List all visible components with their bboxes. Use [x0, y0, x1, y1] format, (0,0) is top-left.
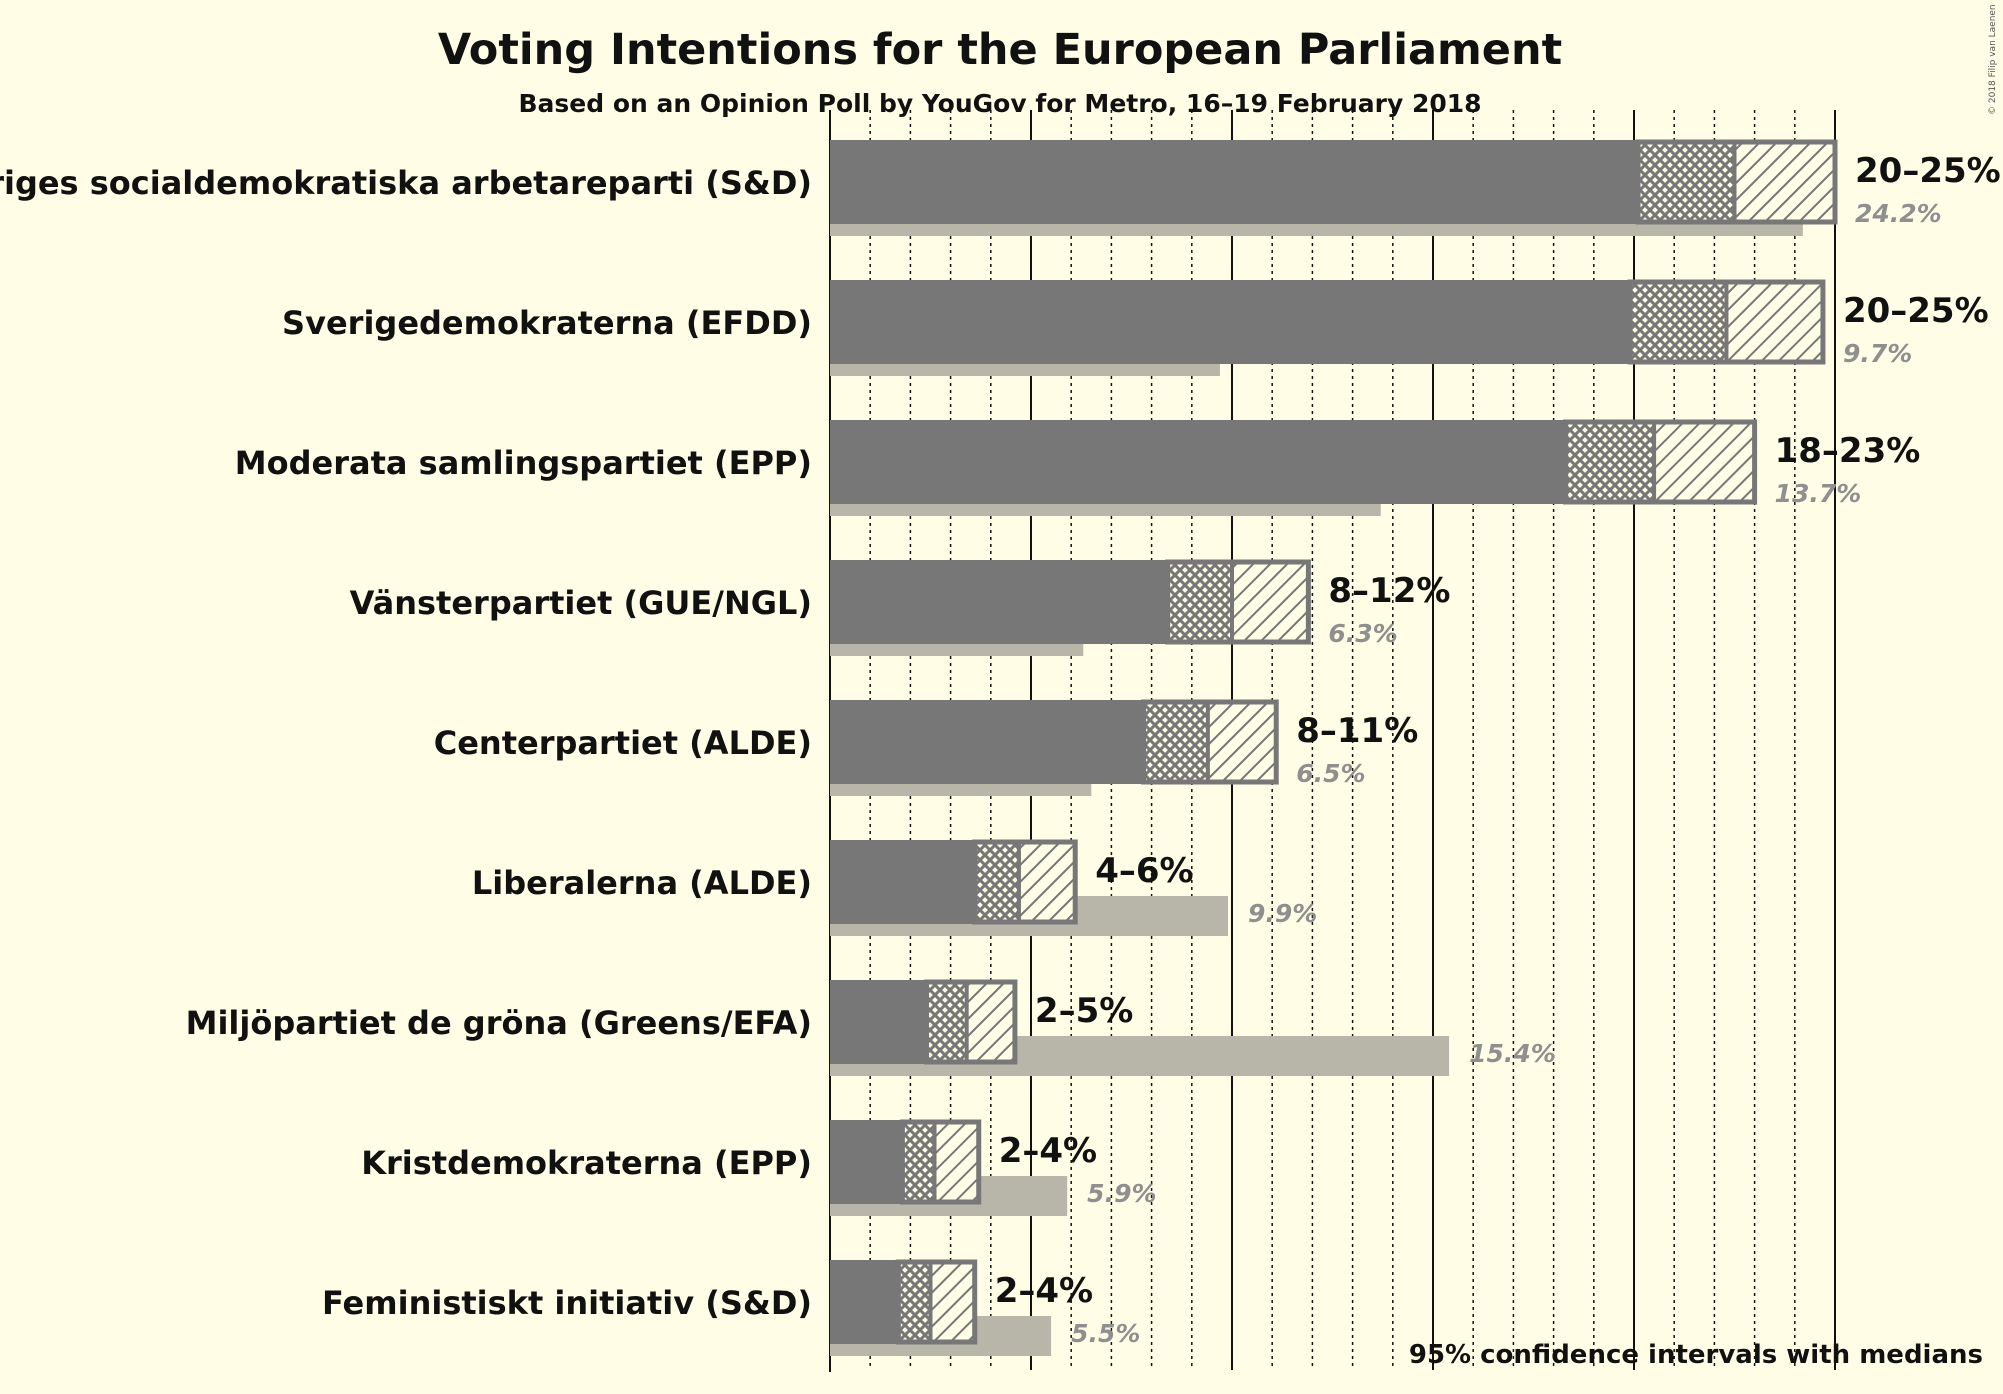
party-row: Sveriges socialdemokratiska arbetarepart…	[0, 139, 2001, 236]
party-row: Feministiskt initiativ (S&D) 2–4% 5.5%	[322, 1259, 1140, 1356]
ci-lower-bar	[830, 700, 1144, 784]
confidence-interval-outline	[1141, 699, 1279, 785]
confidence-interval-outline	[895, 1259, 978, 1345]
ci-lower-bar	[830, 280, 1630, 364]
party-label: Vänsterpartiet (GUE/NGL)	[350, 584, 812, 622]
chart-subtitle: Based on an Opinion Poll by YouGov for M…	[518, 89, 1481, 118]
party-label: Kristdemokraterna (EPP)	[361, 1144, 812, 1182]
confidence-interval-outline	[972, 839, 1078, 925]
previous-result-label: 9.7%	[1843, 339, 1912, 368]
ci-lower-bar	[830, 980, 927, 1064]
interval-lower-half	[1167, 560, 1232, 644]
previous-result-label: 5.5%	[1071, 1319, 1140, 1348]
copyright-notice: © 2018 Filip van Laenen	[1988, 4, 1998, 115]
range-label: 18–23%	[1775, 431, 1921, 471]
previous-result-label: 5.9%	[1087, 1179, 1156, 1208]
range-label: 8–12%	[1328, 571, 1450, 611]
ci-lower-bar	[830, 1120, 903, 1204]
ci-lower-bar	[830, 1260, 899, 1344]
ci-lower-bar	[830, 560, 1168, 644]
range-label: 2–4%	[999, 1131, 1097, 1171]
previous-result-label: 13.7%	[1775, 479, 1862, 508]
ci-lower-bar	[830, 140, 1639, 224]
interval-lower-half	[1638, 140, 1735, 224]
party-label: Sverigedemokraterna (EFDD)	[282, 304, 812, 342]
party-row: Liberalerna (ALDE) 4–6% 9.9%	[472, 839, 1317, 936]
range-label: 4–6%	[1095, 851, 1193, 891]
confidence-interval-outline	[1165, 559, 1311, 645]
party-row: Centerpartiet (ALDE) 8–11% 6.5%	[434, 699, 1418, 796]
interval-upper-half	[1232, 560, 1309, 644]
interval-lower-half	[1565, 420, 1655, 504]
chart-title: Voting Intentions for the European Parli…	[438, 25, 1562, 75]
interval-upper-half	[1654, 420, 1755, 504]
ci-lower-bar	[830, 840, 975, 924]
interval-lower-half	[1143, 700, 1208, 784]
interval-lower-half	[902, 1120, 935, 1204]
party-row: Kristdemokraterna (EPP) 2–4% 5.9%	[361, 1119, 1157, 1216]
interval-lower-half	[974, 840, 1019, 924]
range-label: 2–5%	[1035, 991, 1133, 1031]
party-label: Feministiskt initiativ (S&D)	[322, 1284, 812, 1322]
ci-lower-bar	[830, 420, 1566, 504]
party-rows: Sveriges socialdemokratiska arbetarepart…	[0, 139, 2001, 1356]
party-label: Moderata samlingspartiet (EPP)	[235, 444, 812, 482]
interval-lower-half	[926, 980, 967, 1064]
previous-result-label: 15.4%	[1469, 1039, 1556, 1068]
confidence-interval-outline	[1635, 139, 1838, 225]
interval-upper-half	[934, 1120, 979, 1204]
previous-result-label: 6.3%	[1328, 619, 1397, 648]
interval-upper-half	[966, 980, 1015, 1064]
party-row: Miljöpartiet de gröna (Greens/EFA) 2–5% 15…	[186, 979, 1556, 1076]
interval-upper-half	[1207, 700, 1277, 784]
party-label: Centerpartiet (ALDE)	[434, 724, 812, 762]
interval-upper-half	[1726, 280, 1823, 364]
party-row: Moderata samlingspartiet (EPP) 18–23% 13.7…	[235, 419, 1921, 516]
range-label: 20–25%	[1855, 151, 2001, 191]
party-row: Sverigedemokraterna (EFDD) 20–25% 9.7%	[282, 279, 1989, 376]
party-label: Liberalerna (ALDE)	[472, 864, 812, 902]
confidence-interval-outline	[1563, 419, 1758, 505]
party-label: Sveriges socialdemokratiska arbetarepart…	[0, 164, 812, 202]
interval-upper-half	[1734, 140, 1835, 224]
party-row: Vänsterpartiet (GUE/NGL) 8–12% 6.3%	[350, 559, 1450, 656]
previous-result-label: 24.2%	[1855, 199, 1942, 228]
interval-lower-half	[1629, 280, 1727, 364]
footnote: 95% confidence intervals with medians	[1409, 1340, 1983, 1370]
party-label: Miljöpartiet de gröna (Greens/EFA)	[186, 1004, 812, 1042]
previous-result-label: 6.5%	[1296, 759, 1365, 788]
interval-upper-half	[930, 1260, 975, 1344]
range-label: 8–11%	[1296, 711, 1418, 751]
confidence-interval-outline	[923, 979, 1018, 1065]
range-label: 2–4%	[995, 1271, 1093, 1311]
interval-lower-half	[898, 1260, 931, 1344]
interval-upper-half	[1018, 840, 1076, 924]
range-label: 20–25%	[1843, 291, 1989, 331]
previous-result-label: 9.9%	[1248, 899, 1317, 928]
confidence-interval-outline	[899, 1119, 982, 1205]
